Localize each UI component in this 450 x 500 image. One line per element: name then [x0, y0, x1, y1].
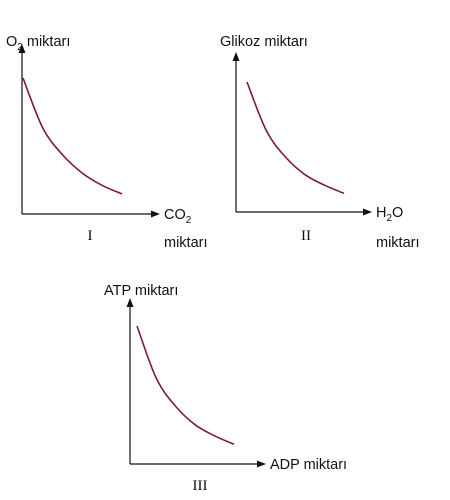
y-axis-arrow-icon: [126, 298, 134, 307]
x-axis-arrow-icon: [257, 460, 266, 468]
y-axis-arrow-icon: [18, 44, 26, 53]
y-axis-label: ATP miktarı: [104, 283, 178, 299]
x-axis-label-line2: miktarı: [164, 235, 208, 251]
x-axis-arrow-icon: [151, 210, 160, 218]
data-curve: [136, 325, 235, 446]
x-axis-label: H2O: [376, 205, 403, 224]
data-curve: [246, 81, 345, 195]
panel-label: III: [193, 478, 208, 494]
data-curve: [22, 77, 123, 195]
x-axis-label-line2: miktarı: [376, 235, 420, 251]
x-axis-label: ADP miktarı: [270, 457, 347, 473]
y-axis-label: Glikoz miktarı: [220, 34, 308, 50]
chart-panel-2: Glikoz miktarı H2O miktarı II: [220, 34, 420, 251]
y-axis-arrow-icon: [232, 52, 240, 61]
y-axis-label: O2 miktarı: [6, 34, 70, 53]
chart-panel-3: ATP miktarı ADP miktarı III: [104, 283, 347, 494]
x-axis-arrow-icon: [363, 208, 372, 216]
x-axis-label: CO2: [164, 207, 192, 226]
chart-panel-1: O2 miktarı CO2 miktarı I: [6, 34, 208, 251]
panel-label: II: [301, 228, 311, 244]
panel-label: I: [88, 228, 93, 244]
